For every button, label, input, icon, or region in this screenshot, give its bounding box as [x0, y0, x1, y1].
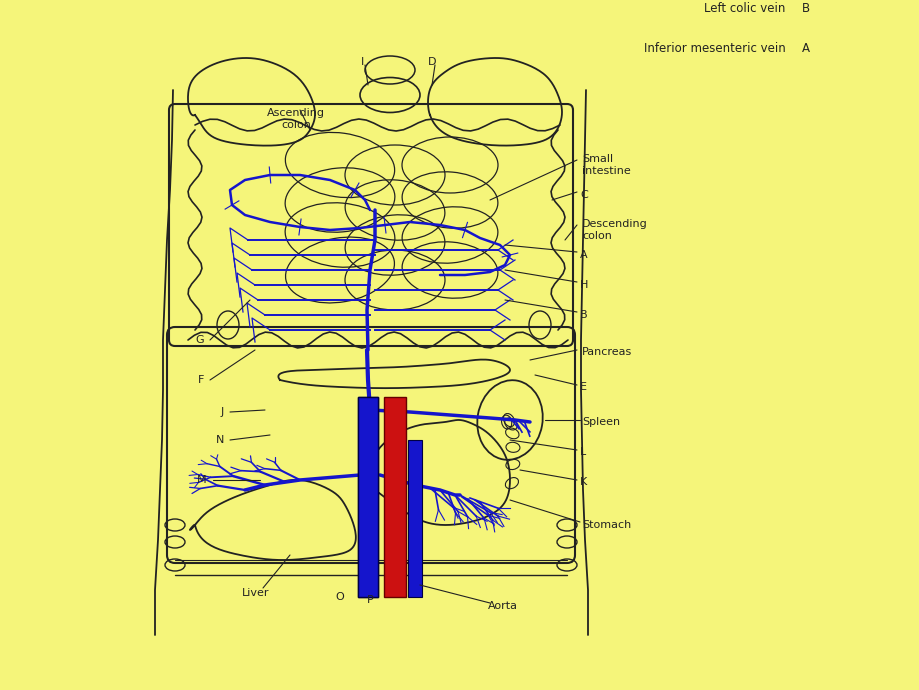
- Text: H: H: [579, 280, 588, 290]
- Bar: [383, 397, 405, 597]
- Bar: [357, 397, 378, 597]
- Text: E: E: [579, 382, 586, 392]
- Text: Left colic vein: Left colic vein: [704, 2, 785, 15]
- Text: D: D: [427, 57, 436, 67]
- Text: Liver: Liver: [242, 588, 269, 598]
- Text: M: M: [198, 475, 207, 485]
- Text: Descending
colon: Descending colon: [582, 219, 647, 241]
- Text: O: O: [335, 592, 344, 602]
- Text: Aorta: Aorta: [487, 601, 517, 611]
- Text: Spleen: Spleen: [582, 417, 619, 427]
- Text: G: G: [195, 335, 204, 345]
- Text: K: K: [579, 477, 586, 487]
- Text: L: L: [579, 447, 585, 457]
- Text: F: F: [198, 375, 204, 385]
- Text: Pancreas: Pancreas: [582, 347, 631, 357]
- Text: B: B: [579, 310, 587, 320]
- Text: C: C: [579, 190, 587, 200]
- Text: B: B: [801, 2, 810, 15]
- Text: N: N: [215, 435, 223, 445]
- Text: A: A: [801, 42, 810, 55]
- Text: J: J: [221, 407, 223, 417]
- Text: Inferior mesenteric vein: Inferior mesenteric vein: [643, 42, 785, 55]
- Bar: [407, 440, 422, 597]
- Text: Stomach: Stomach: [582, 520, 630, 530]
- Text: Ascending
colon: Ascending colon: [267, 108, 324, 130]
- Text: A: A: [579, 250, 587, 260]
- Bar: [357, 397, 378, 597]
- Text: I: I: [361, 57, 364, 67]
- Text: P: P: [367, 595, 373, 605]
- Text: Small
intestine: Small intestine: [582, 154, 630, 176]
